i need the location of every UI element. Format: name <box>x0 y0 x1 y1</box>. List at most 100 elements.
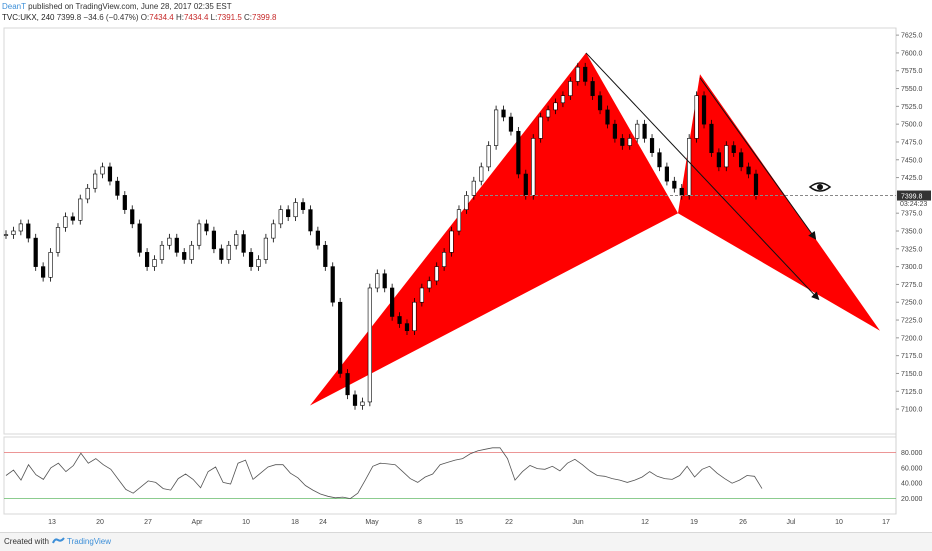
candle-body <box>263 237 269 260</box>
candle-body <box>412 301 417 332</box>
candle-body <box>182 252 187 260</box>
pattern-leg-xab[interactable] <box>310 52 678 406</box>
close-value: 7399.8 <box>252 13 277 22</box>
price-tick-label: 7550.0 <box>901 86 923 93</box>
candle-body <box>3 234 9 236</box>
candle-body <box>152 259 157 267</box>
candle-body <box>493 109 499 146</box>
candle-body <box>189 244 194 260</box>
chart-canvas: 7100.0 7125.0 7150.0 7175.0 7200.0 7225.0 7250… <box>3 27 931 526</box>
candle-body <box>367 287 372 403</box>
candle-body <box>419 287 424 303</box>
candle-body <box>753 173 759 196</box>
candle-body <box>345 373 350 396</box>
candle-body <box>226 244 231 260</box>
candle-body <box>315 230 320 246</box>
price-tick-label: 7200.0 <box>901 335 923 342</box>
candle-body <box>464 195 469 210</box>
candle-body <box>196 223 202 246</box>
price-tick-label: 7450.0 <box>901 157 923 164</box>
candle-body <box>204 223 209 232</box>
price-tick-label: 7250.0 <box>901 300 923 307</box>
candle-body <box>583 66 588 82</box>
candle-body <box>85 187 90 200</box>
time-tick-label: 10 <box>242 519 250 526</box>
time-tick-label: 18 <box>291 519 299 526</box>
price-tick-label: 7425.0 <box>901 175 923 182</box>
candle-body <box>724 145 729 168</box>
candle-body <box>456 209 462 232</box>
time-tick-label: 26 <box>739 519 747 526</box>
candle-body <box>234 234 239 246</box>
low-label: L: <box>210 13 218 22</box>
bar-countdown: 03:24:23 <box>900 201 927 208</box>
candle-body <box>442 252 447 267</box>
published-text: published on TradingView.com, June 28, 2… <box>28 2 232 11</box>
high-label: H: <box>175 13 184 22</box>
candle-body <box>635 123 640 139</box>
candle-body <box>657 152 662 168</box>
candle-body <box>256 259 261 267</box>
price-tick-label: 7525.0 <box>901 104 923 111</box>
candle-body <box>211 230 217 250</box>
candle-body <box>746 166 751 175</box>
candle-body <box>167 237 172 246</box>
candle-body <box>144 252 150 267</box>
price-change: −34.6 (−0.47%) <box>83 13 139 22</box>
candle-body <box>174 237 179 253</box>
trend-arrow-2[interactable] <box>699 77 817 240</box>
candle-body <box>93 173 98 189</box>
candle-body <box>338 301 343 374</box>
trend-arrows <box>585 52 820 301</box>
candle-body <box>107 166 113 182</box>
time-tick-label: 27 <box>144 519 152 526</box>
open-label: O: <box>140 13 150 22</box>
price-tick-label: 7325.0 <box>901 246 923 253</box>
eye-icon[interactable] <box>808 182 832 192</box>
rsi-tick-label: 20.000 <box>901 496 923 503</box>
rsi-tick-label: 80.000 <box>901 450 923 457</box>
rsi-tick-label: 40.000 <box>901 481 923 488</box>
candle-body <box>323 244 328 267</box>
author-link[interactable]: DeanT <box>2 2 26 11</box>
price-tick-label: 7500.0 <box>901 122 923 129</box>
candle-body <box>523 173 528 196</box>
candle-body <box>508 116 514 132</box>
symbol-label[interactable]: TVC:UKX, 240 <box>2 13 55 22</box>
candle-body <box>479 166 484 182</box>
pattern-leg-bcd[interactable] <box>678 74 880 331</box>
candle-body <box>330 266 335 303</box>
low-value: 7391.5 <box>217 13 242 22</box>
publish-line: DeanT published on TradingView.com, June… <box>2 1 602 12</box>
candlestick-series <box>3 62 896 410</box>
candle-body <box>664 166 669 182</box>
candle-body <box>33 237 38 267</box>
candle-body <box>501 109 506 118</box>
current-price-marker: 7399.8 03:24:23 <box>897 190 931 208</box>
trend-arrow-1[interactable] <box>585 52 820 301</box>
high-value: 7434.4 <box>183 13 209 22</box>
candle-body <box>701 95 707 125</box>
price-tick-label: 7175.0 <box>901 353 923 360</box>
candle-body <box>716 152 721 168</box>
tradingview-brand-link[interactable]: TradingView <box>67 537 112 546</box>
last-price: 7399.8 <box>56 13 82 22</box>
candle-body <box>63 216 68 228</box>
time-tick-label: 8 <box>418 519 422 526</box>
chart-header: DeanT published on TradingView.com, June… <box>2 1 602 27</box>
candle-body <box>137 223 142 253</box>
candle-body <box>427 280 432 289</box>
candle-body <box>100 166 105 175</box>
time-tick-label: 12 <box>641 519 649 526</box>
candle-body <box>687 138 692 196</box>
candle-body <box>739 152 744 168</box>
harmonic-pattern-layer <box>310 52 880 406</box>
candle-body <box>48 252 53 278</box>
candle-body <box>286 209 291 218</box>
candle-body <box>55 227 61 253</box>
candle-body <box>241 234 246 253</box>
candle-body <box>694 95 699 139</box>
candle-body <box>293 202 298 218</box>
time-tick-label: Jun <box>572 519 583 526</box>
candle-body <box>605 109 610 125</box>
